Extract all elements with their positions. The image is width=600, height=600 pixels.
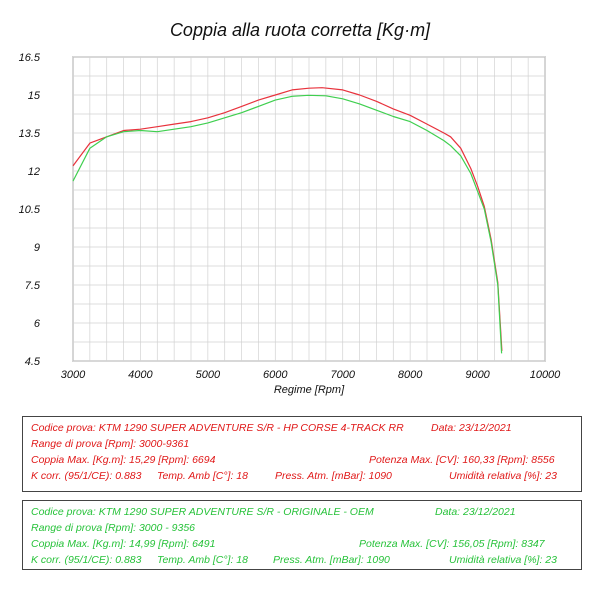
y-tick-label: 12 — [28, 166, 40, 178]
series-line-hp-corse — [72, 87, 503, 351]
atm-pressure: Press. Atm. [mBar]: 1090 — [273, 554, 390, 566]
y-tick-label: 16.5 — [19, 52, 41, 64]
info-row: K corr. (95/1/CE): 0.883 Temp. Amb [C°]:… — [31, 552, 573, 568]
x-tick-label: 10000 — [530, 369, 561, 381]
test-range: Range di prova [Rpm]: 3000-9361 — [31, 438, 190, 450]
y-tick-label: 6 — [34, 318, 41, 330]
relative-humidity: Umidità relativa [%]: 23 — [449, 470, 557, 482]
ambient-temp: Temp. Amb [C°]: 18 — [157, 554, 248, 566]
max-torque: Coppia Max. [Kg.m]: 15,29 [Rpm]: 6694 — [31, 454, 216, 466]
max-power: Potenza Max. [CV]: 160,33 [Rpm]: 8556 — [369, 454, 555, 466]
info-row: Range di prova [Rpm]: 3000-9361 — [31, 436, 573, 452]
y-tick-label: 15 — [28, 90, 41, 102]
x-tick-label: 8000 — [398, 369, 423, 381]
ambient-temp: Temp. Amb [C°]: 18 — [157, 470, 248, 482]
test-date: Data: 23/12/2021 — [431, 422, 512, 434]
x-tick-label: 9000 — [465, 369, 490, 381]
k-corr: K corr. (95/1/CE): 0.883 — [31, 470, 142, 482]
x-tick-label: 6000 — [263, 369, 288, 381]
max-power: Potenza Max. [CV]: 156,05 [Rpm]: 8347 — [359, 538, 545, 550]
chart-title: Coppia alla ruota corretta [Kg·m] — [169, 20, 431, 40]
y-tick-label: 13.5 — [19, 128, 41, 140]
y-tick-label: 4.5 — [25, 356, 41, 368]
y-tick-label: 9 — [34, 242, 40, 254]
test-code: Codice prova: KTM 1290 SUPER ADVENTURE S… — [31, 422, 404, 434]
y-tick-label: 10.5 — [19, 204, 41, 216]
y-tick-label: 7.5 — [25, 280, 41, 292]
series-lines — [72, 87, 503, 354]
y-tick-labels: 16.5 15 13.5 12 10.5 9 7.5 6 4.5 — [19, 52, 41, 368]
test-range: Range di prova [Rpm]: 3000 - 9356 — [31, 522, 196, 534]
info-row: Range di prova [Rpm]: 3000 - 9356 — [31, 520, 573, 536]
info-row: Codice prova: KTM 1290 SUPER ADVENTURE S… — [31, 420, 573, 436]
x-tick-label: 4000 — [128, 369, 153, 381]
info-row: Coppia Max. [Kg.m]: 15,29 [Rpm]: 6694 Po… — [31, 452, 573, 468]
test-info-box-hp-corse: Codice prova: KTM 1290 SUPER ADVENTURE S… — [22, 416, 582, 492]
x-tick-labels: 3000 4000 5000 6000 7000 8000 9000 10000 — [61, 369, 561, 381]
series-line-original — [72, 94, 503, 354]
test-info-box-original: Codice prova: KTM 1290 SUPER ADVENTURE S… — [22, 500, 582, 570]
max-torque: Coppia Max. [Kg.m]: 14,99 [Rpm]: 6491 — [31, 538, 216, 550]
relative-humidity: Umidità relativa [%]: 23 — [449, 554, 557, 566]
k-corr: K corr. (95/1/CE): 0.883 — [31, 554, 142, 566]
info-row: K corr. (95/1/CE): 0.883 Temp. Amb [C°]:… — [31, 468, 573, 484]
torque-chart: 16.5 15 13.5 12 10.5 9 7.5 6 4.5 3000 4000 5000 600… — [19, 52, 562, 396]
x-tick-label: 7000 — [330, 369, 355, 381]
test-code: Codice prova: KTM 1290 SUPER ADVENTURE S… — [31, 506, 374, 518]
grid — [72, 56, 546, 362]
info-row: Codice prova: KTM 1290 SUPER ADVENTURE S… — [31, 504, 573, 520]
info-row: Coppia Max. [Kg.m]: 14,99 [Rpm]: 6491 Po… — [31, 536, 573, 552]
x-axis-label: Regime [Rpm] — [274, 384, 345, 396]
atm-pressure: Press. Atm. [mBar]: 1090 — [275, 470, 392, 482]
x-tick-label: 5000 — [196, 369, 221, 381]
x-tick-label: 3000 — [61, 369, 86, 381]
test-date: Data: 23/12/2021 — [435, 506, 516, 518]
